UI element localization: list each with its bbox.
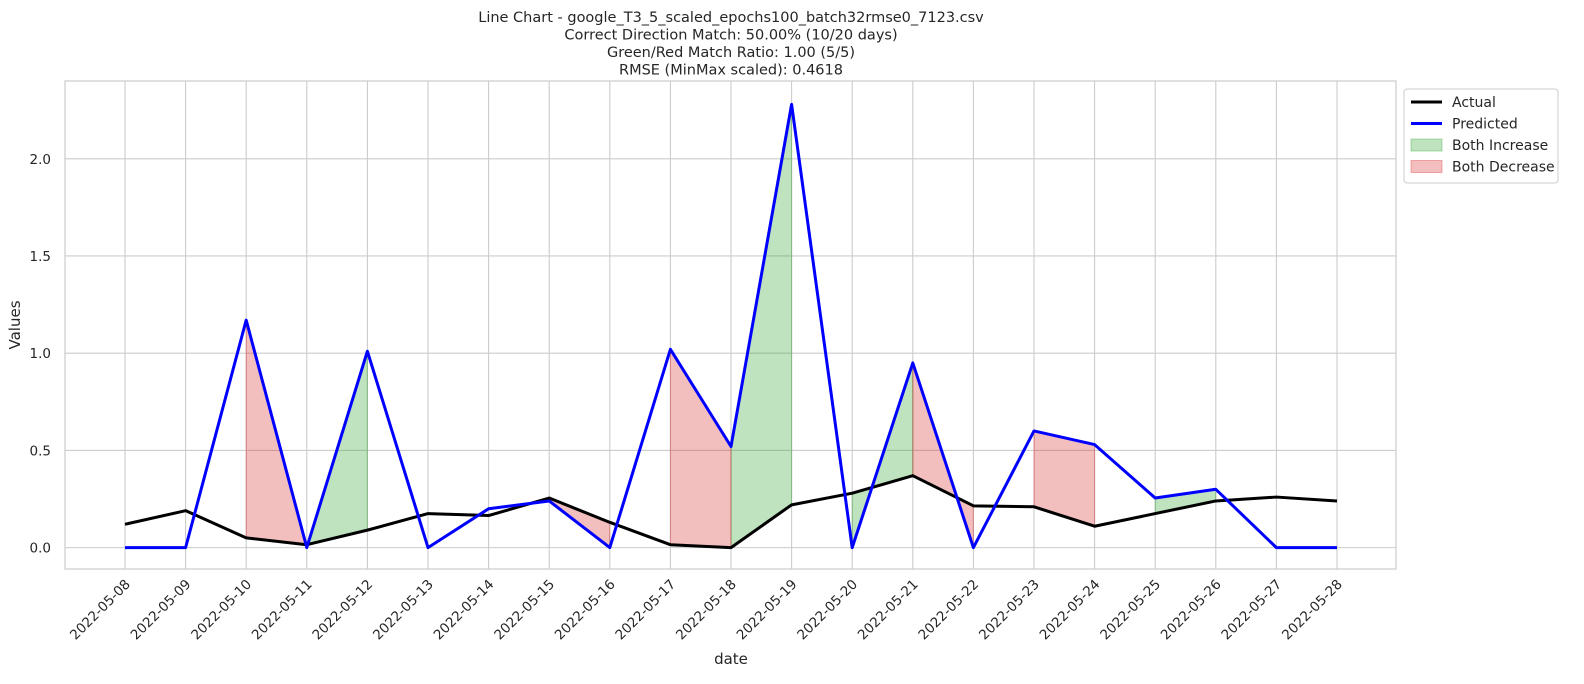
legend: Actual Predicted Both Increase Both Decreas…: [1403, 88, 1559, 184]
x-tick-label: 2022-05-24: [1037, 577, 1104, 644]
x-tick-label: 2022-05-08: [67, 577, 134, 644]
y-axis-label: Values: [6, 300, 24, 349]
x-tick-label: 2022-05-11: [249, 577, 316, 644]
x-axis-label: date: [714, 650, 748, 668]
x-tick-label: 2022-05-28: [1279, 577, 1346, 644]
legend-box: [1403, 88, 1559, 184]
x-tick-label: 2022-05-10: [188, 577, 255, 644]
x-tick-label: 2022-05-25: [1097, 577, 1164, 644]
predicted-line: [125, 102, 1337, 550]
y-tick-label: 0.5: [30, 443, 51, 459]
x-axis-ticks: 2022-05-082022-05-092022-05-102022-05-11…: [67, 577, 1346, 644]
x-tick-label: 2022-05-15: [491, 577, 558, 644]
series-lines: [124, 102, 1338, 550]
y-axis-ticks: 0.0 0.5 1.0 1.5 2.0: [30, 152, 51, 557]
grid-lines: [65, 81, 1396, 569]
legend-label: Both Decrease: [1452, 160, 1555, 176]
y-tick-label: 2.0: [30, 152, 51, 168]
x-tick-label: 2022-05-20: [794, 577, 861, 644]
both-decrease-area: [1033, 430, 1096, 527]
x-tick-label: 2022-05-22: [915, 577, 982, 644]
y-tick-label: 1.0: [30, 346, 51, 362]
chart-title: Line Chart - google_T3_5_scaled_epochs10…: [478, 10, 984, 79]
x-tick-label: 2022-05-17: [612, 577, 679, 644]
y-tick-label: 0.0: [30, 541, 51, 557]
x-tick-label: 2022-05-16: [552, 577, 619, 644]
legend-label: Actual: [1452, 95, 1496, 111]
legend-label: Both Increase: [1452, 138, 1548, 154]
title-line: Line Chart - google_T3_5_scaled_epochs10…: [478, 10, 984, 26]
title-line: Correct Direction Match: 50.00% (10/20 d…: [564, 28, 897, 44]
legend-label: Predicted: [1452, 117, 1518, 133]
x-tick-label: 2022-05-12: [309, 577, 376, 644]
x-tick-label: 2022-05-23: [976, 577, 1043, 644]
legend-swatch-both-increase: [1410, 138, 1443, 152]
both-increase-area: [730, 104, 793, 549]
legend-swatch-both-decrease: [1410, 160, 1443, 173]
x-tick-label: 2022-05-09: [128, 577, 195, 644]
plot-frame: [64, 80, 1397, 570]
title-line: Green/Red Match Ratio: 1.00 (5/5): [607, 45, 855, 61]
x-tick-label: 2022-05-14: [431, 577, 498, 644]
title-line: RMSE (MinMax scaled): 0.4618: [619, 63, 843, 79]
actual-line: [124, 474, 1338, 550]
x-tick-label: 2022-05-27: [1218, 577, 1285, 644]
x-tick-label: 2022-05-13: [370, 577, 437, 644]
x-tick-label: 2022-05-18: [673, 577, 740, 644]
both-decrease-area: [669, 347, 732, 549]
x-tick-label: 2022-05-26: [1158, 577, 1225, 644]
x-tick-label: 2022-05-19: [734, 577, 801, 644]
x-tick-label: 2022-05-21: [855, 577, 922, 644]
y-tick-label: 1.5: [30, 249, 51, 265]
